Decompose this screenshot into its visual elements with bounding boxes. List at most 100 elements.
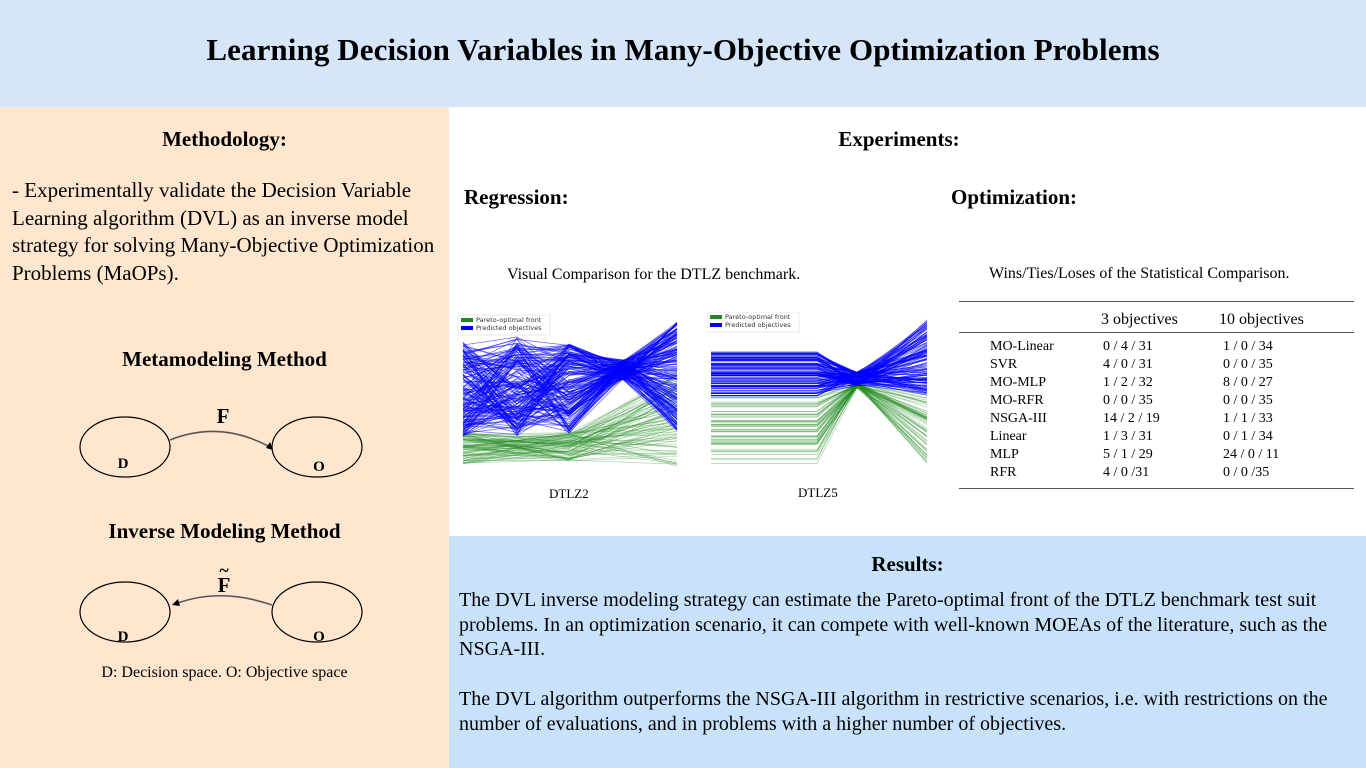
series-line xyxy=(462,430,678,460)
series-line xyxy=(711,382,928,439)
series-line xyxy=(711,383,928,430)
series-line xyxy=(462,423,678,460)
series-line xyxy=(462,410,678,462)
series-line xyxy=(462,375,678,464)
series-line xyxy=(711,382,928,463)
series-line xyxy=(462,386,678,450)
series-line xyxy=(462,453,678,464)
series-line xyxy=(462,433,678,453)
series-line xyxy=(462,389,678,436)
series-line xyxy=(711,385,928,425)
series-line xyxy=(462,419,678,446)
series-line xyxy=(711,387,928,427)
series-line xyxy=(711,364,928,382)
series-line xyxy=(711,383,928,412)
table-bottom-rule xyxy=(959,488,1354,489)
series-line xyxy=(462,449,678,464)
series-line xyxy=(711,356,928,381)
series-line xyxy=(462,379,678,426)
series-line xyxy=(711,385,928,431)
series-line xyxy=(462,385,678,459)
series-line xyxy=(711,383,928,422)
series-line xyxy=(711,329,928,381)
series-line xyxy=(711,382,928,459)
series-line xyxy=(711,382,928,456)
objective-space-node xyxy=(271,416,363,478)
series-line xyxy=(462,409,678,453)
series-line xyxy=(462,435,678,455)
series-line xyxy=(462,342,678,419)
series-line xyxy=(462,434,678,467)
series-line xyxy=(711,383,928,458)
series-line xyxy=(462,444,678,453)
row-name: MO-RFR xyxy=(990,393,1044,408)
series-line xyxy=(462,408,678,452)
row-name: MO-MLP xyxy=(990,375,1047,390)
dtlz2-parallel-plot: Pareto-optimal front Predicted objective… xyxy=(457,314,678,467)
inverse-function-label: F xyxy=(218,573,231,597)
series-line xyxy=(711,328,928,384)
series-line xyxy=(462,404,678,459)
series-line xyxy=(462,433,678,457)
series-line xyxy=(462,354,678,432)
row-10obj: 0 / 0 / 35 xyxy=(1223,393,1273,408)
series-line xyxy=(711,335,928,383)
series-line xyxy=(462,450,678,465)
series-line xyxy=(711,385,928,432)
tilde-mark: ~ xyxy=(219,562,229,580)
results-panel: Results: The DVL inverse modeling strate… xyxy=(449,536,1366,768)
series-line xyxy=(462,324,678,426)
plot-legend xyxy=(707,312,800,333)
dtlz2-label: DTLZ2 xyxy=(549,486,589,501)
row-10obj: 8 / 0 / 27 xyxy=(1223,375,1273,390)
series-line xyxy=(711,387,928,464)
space-legend: D: Decision space. O: Objective space xyxy=(101,664,348,681)
series-line xyxy=(711,382,928,460)
results-paragraph-1: The DVL inverse modeling strategy can es… xyxy=(459,589,1328,660)
series-line xyxy=(711,384,928,441)
row-3obj: 5 / 1 / 29 xyxy=(1103,447,1153,462)
series-line xyxy=(711,385,928,420)
series-line xyxy=(462,436,678,454)
series-line xyxy=(462,393,678,464)
series-line xyxy=(711,334,928,373)
arrow-head xyxy=(172,599,180,606)
series-line xyxy=(462,405,678,448)
series-line xyxy=(711,383,928,460)
series-line xyxy=(462,361,678,374)
series-line xyxy=(462,427,678,444)
series-line xyxy=(462,386,678,465)
pareto-lines xyxy=(711,381,928,464)
series-line xyxy=(711,385,928,442)
series-line xyxy=(462,405,678,443)
series-line xyxy=(711,384,928,405)
series-line xyxy=(462,402,678,443)
row-10obj: 0 / 1 / 34 xyxy=(1223,429,1273,444)
series-line xyxy=(711,385,928,438)
pareto-swatch xyxy=(710,315,722,319)
series-line xyxy=(462,440,678,447)
series-line xyxy=(711,384,928,438)
series-line xyxy=(711,382,928,441)
series-line xyxy=(462,342,678,428)
series-line xyxy=(711,386,928,444)
col-header-3obj: 3 objectives xyxy=(1101,311,1178,328)
series-line xyxy=(462,433,678,465)
row-3obj: 4 / 0 / 31 xyxy=(1103,357,1153,372)
series-line xyxy=(462,409,678,462)
series-line xyxy=(462,439,678,448)
series-line xyxy=(462,411,678,462)
series-line xyxy=(462,438,678,448)
series-line xyxy=(462,336,678,416)
table-mid-rule xyxy=(959,332,1354,333)
decision-space-node xyxy=(79,581,171,643)
series-line xyxy=(462,351,678,390)
series-line xyxy=(462,446,678,462)
row-10obj: 1 / 0 / 34 xyxy=(1223,339,1273,354)
series-line xyxy=(462,433,678,465)
series-line xyxy=(711,381,928,418)
series-line xyxy=(462,435,678,464)
regression-caption: Visual Comparison for the DTLZ benchmark… xyxy=(507,266,801,283)
series-line xyxy=(711,378,928,394)
series-line xyxy=(462,410,678,463)
